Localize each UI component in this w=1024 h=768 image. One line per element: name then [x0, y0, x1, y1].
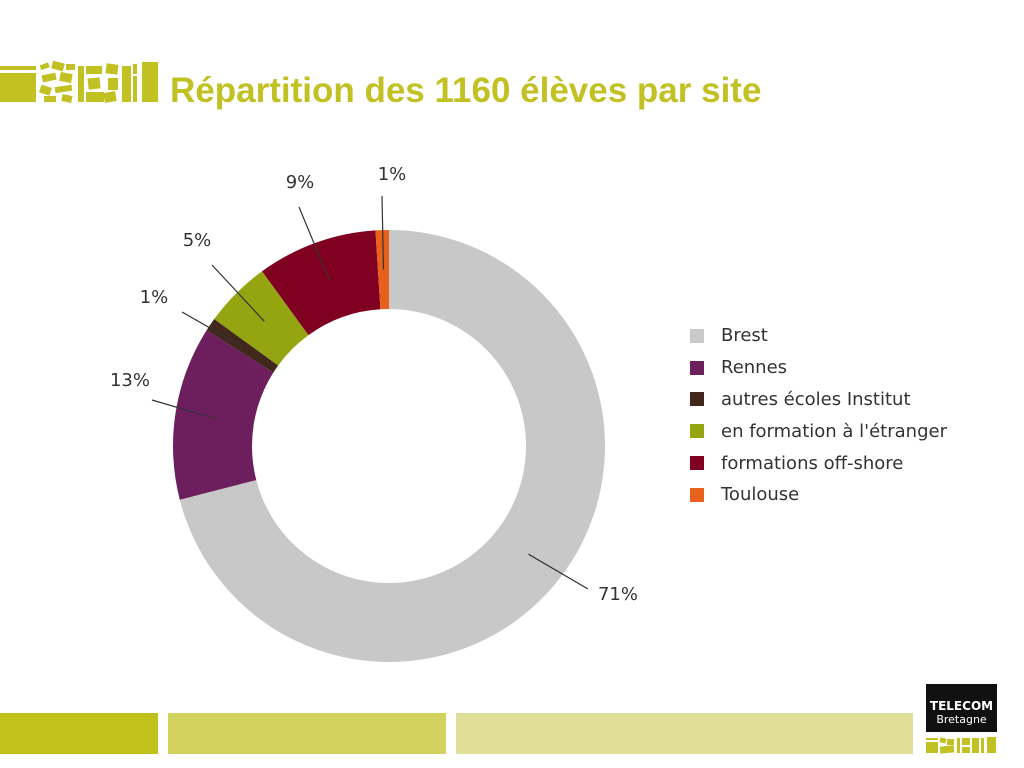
legend-label: Brest	[721, 325, 768, 347]
legend-item-rennes: Rennes	[690, 352, 947, 384]
legend-label: en formation à l'étranger	[721, 420, 947, 442]
data-label-en-formation-a-l-etranger: 5%	[183, 230, 212, 251]
legend-label: formations off-shore	[721, 452, 904, 474]
footer-bar-1	[0, 713, 158, 754]
legend-swatch	[690, 424, 704, 439]
brand-subname: Bretagne	[936, 713, 987, 726]
slice-toulouse	[375, 230, 389, 310]
data-label-formations-off-shore: 9%	[286, 172, 315, 193]
footer-bar-2	[168, 713, 446, 754]
leader-line-rennes	[151, 399, 215, 419]
footer-bar-3	[456, 713, 913, 754]
leader-line-en-formation-a-l-etranger	[211, 264, 265, 322]
page-title: Répartition des 1160 élèves par site	[170, 71, 762, 110]
legend-label: autres écoles Institut	[721, 388, 911, 410]
telecom-bretagne-logo: TELECOM Bretagne	[926, 684, 997, 732]
data-label-rennes: 13%	[110, 370, 150, 391]
legend-item-autres-ecoles-institut: autres écoles Institut	[690, 384, 947, 416]
legend-item-en-formation-a-l-etranger: en formation à l'étranger	[690, 415, 947, 447]
institut-telecom-small-logo-icon	[926, 737, 996, 754]
legend-item-formations-off-shore: formations off-shore	[690, 447, 947, 479]
legend-swatch	[690, 328, 704, 343]
slice-formations-off-shore	[262, 230, 381, 336]
legend-label: Rennes	[721, 357, 788, 379]
leader-line-formations-off-shore	[298, 206, 330, 281]
brand-name: TELECOM	[929, 699, 994, 713]
legend-item-toulouse: Toulouse	[690, 479, 947, 511]
legend-label: Toulouse	[721, 484, 800, 506]
legend-swatch	[690, 487, 704, 502]
slice-rennes	[173, 330, 274, 500]
slice-brest	[179, 230, 605, 662]
institut-telecom-logo-icon	[0, 60, 158, 103]
data-label-autres-ecoles-institut: 1%	[140, 287, 169, 308]
data-label-toulouse: 1%	[378, 164, 407, 185]
chart-legend: Brest Rennes autres écoles Institut en form…	[690, 320, 947, 511]
data-label-brest: 71%	[598, 584, 638, 605]
leader-line-toulouse	[381, 195, 385, 270]
leader-line-autres-ecoles-institut	[181, 311, 244, 348]
legend-swatch	[690, 360, 704, 375]
legend-swatch	[690, 392, 704, 407]
leader-line-brest	[528, 553, 589, 590]
legend-item-brest: Brest	[690, 320, 947, 352]
legend-swatch	[690, 456, 704, 471]
